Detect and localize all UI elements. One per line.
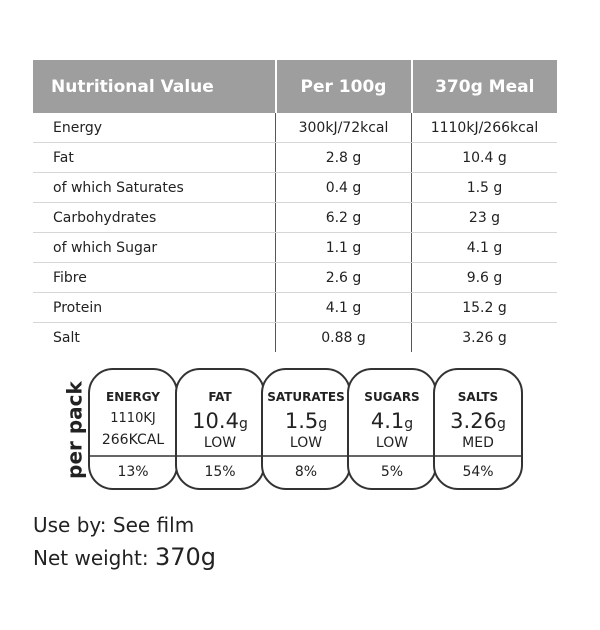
badge-name: SALTS bbox=[458, 390, 498, 404]
table-cell: 0.88 g bbox=[275, 322, 412, 352]
table-cell: 6.2 g bbox=[275, 202, 412, 233]
badge-name: SUGARS bbox=[364, 390, 419, 404]
badge-line: 266KCAL bbox=[102, 432, 164, 448]
table-cell: of which Sugar bbox=[33, 232, 276, 263]
table-cell: 300kJ/72kcal bbox=[275, 113, 412, 143]
table-row: Energy 300kJ/72kcal 1110kJ/266kcal bbox=[33, 113, 557, 143]
badge: ENERGY 1110KJ 266KCAL 13% bbox=[88, 368, 178, 490]
badge-percent: 5% bbox=[381, 464, 403, 480]
per-pack-label: per pack bbox=[63, 380, 87, 478]
table-cell: Energy bbox=[33, 113, 276, 143]
table-cell: 1110kJ/266kcal bbox=[411, 113, 557, 143]
badge-percent: 15% bbox=[204, 464, 235, 480]
table-row: of which Saturates 0.4 g 1.5 g bbox=[33, 172, 557, 203]
badge-percent: 13% bbox=[117, 464, 148, 480]
table-cell: Salt bbox=[33, 322, 276, 352]
header-cell: 370g Meal bbox=[411, 60, 557, 113]
nutrition-table: Nutritional Value Per 100g 370g Meal Energy… bbox=[33, 60, 557, 352]
badge: SATURATES 1.5g LOW 8% bbox=[261, 368, 351, 490]
table-cell: 1.1 g bbox=[275, 232, 412, 263]
table-cell: Carbohydrates bbox=[33, 202, 276, 233]
badge-amount-value: 4.1 bbox=[371, 409, 404, 433]
table-row: Salt 0.88 g 3.26 g bbox=[33, 322, 557, 352]
table-cell: 15.2 g bbox=[411, 292, 557, 323]
badge-percent: 8% bbox=[295, 464, 317, 480]
badge-level: LOW bbox=[376, 435, 408, 451]
badge-amount-unit: g bbox=[318, 416, 327, 432]
table-cell: 3.26 g bbox=[462, 329, 507, 346]
net-weight-value: 370g bbox=[155, 543, 217, 571]
badge-name: FAT bbox=[208, 390, 232, 404]
table-row: Fat 2.8 g 10.4 g bbox=[33, 142, 557, 173]
table-cell: Fibre bbox=[33, 262, 276, 293]
header-cell: Per 100g bbox=[275, 60, 413, 113]
net-weight-label: Net weight: bbox=[33, 546, 149, 570]
badge-percent: 54% bbox=[462, 464, 493, 480]
badge-amount-value: 3.26 bbox=[450, 409, 497, 433]
badge: SUGARS 4.1g LOW 5% bbox=[347, 368, 437, 490]
table-row: Carbohydrates 6.2 g 23 g bbox=[33, 202, 557, 233]
table-cell: 0.4 g bbox=[275, 172, 412, 203]
badge-line: 1110KJ bbox=[110, 411, 155, 426]
badge-outline bbox=[433, 368, 523, 490]
badge-level: LOW bbox=[204, 435, 236, 451]
table-row: Fibre 2.6 g 9.6 g bbox=[33, 262, 557, 293]
badge-amount-unit: g bbox=[497, 416, 506, 432]
badge-amount-unit: g bbox=[404, 416, 413, 432]
table-cell: Protein bbox=[33, 292, 276, 323]
badge-amount-value: 1.5 bbox=[285, 409, 318, 433]
table-cell: 2.8 g bbox=[275, 142, 412, 173]
table-cell: 4.1 g bbox=[275, 292, 412, 323]
table-cell: of which Saturates bbox=[33, 172, 276, 203]
badge-level: MED bbox=[462, 435, 494, 451]
badge-amount: 1.5g bbox=[285, 409, 327, 433]
table-row: Protein 4.1 g 15.2 g bbox=[33, 292, 557, 323]
table-cell: 9.6 g bbox=[411, 262, 557, 293]
header-row: Nutritional Value Per 100g 370g Meal bbox=[33, 60, 557, 113]
table-cell: 4.1 g bbox=[411, 232, 557, 263]
table-row: of which Sugar 1.1 g 4.1 g bbox=[33, 232, 557, 263]
table-cell: 2.6 g bbox=[275, 262, 412, 293]
badge-name: SATURATES bbox=[267, 390, 345, 404]
header-cell: Nutritional Value bbox=[33, 60, 277, 113]
badge-amount: 3.26g bbox=[450, 409, 506, 433]
table-cell: 1.5 g bbox=[411, 172, 557, 203]
badge-level: LOW bbox=[290, 435, 322, 451]
badge-amount: 4.1g bbox=[371, 409, 413, 433]
table-cell: 23 g bbox=[411, 202, 557, 233]
use-by: Use by: See film bbox=[33, 513, 195, 537]
badge-amount-value: 10.4 bbox=[192, 409, 239, 433]
net-weight: Net weight: 370g bbox=[33, 543, 216, 571]
table-cell: Fat bbox=[33, 142, 276, 173]
badge-name: ENERGY bbox=[106, 390, 160, 404]
badge-amount-unit: g bbox=[239, 416, 248, 432]
per-pack-badges: per pack ENERGY1110KJ266KCAL13%FAT10.4gLO… bbox=[63, 368, 523, 490]
badge-amount: 10.4g bbox=[192, 409, 248, 433]
table-cell: 10.4 g bbox=[411, 142, 557, 173]
